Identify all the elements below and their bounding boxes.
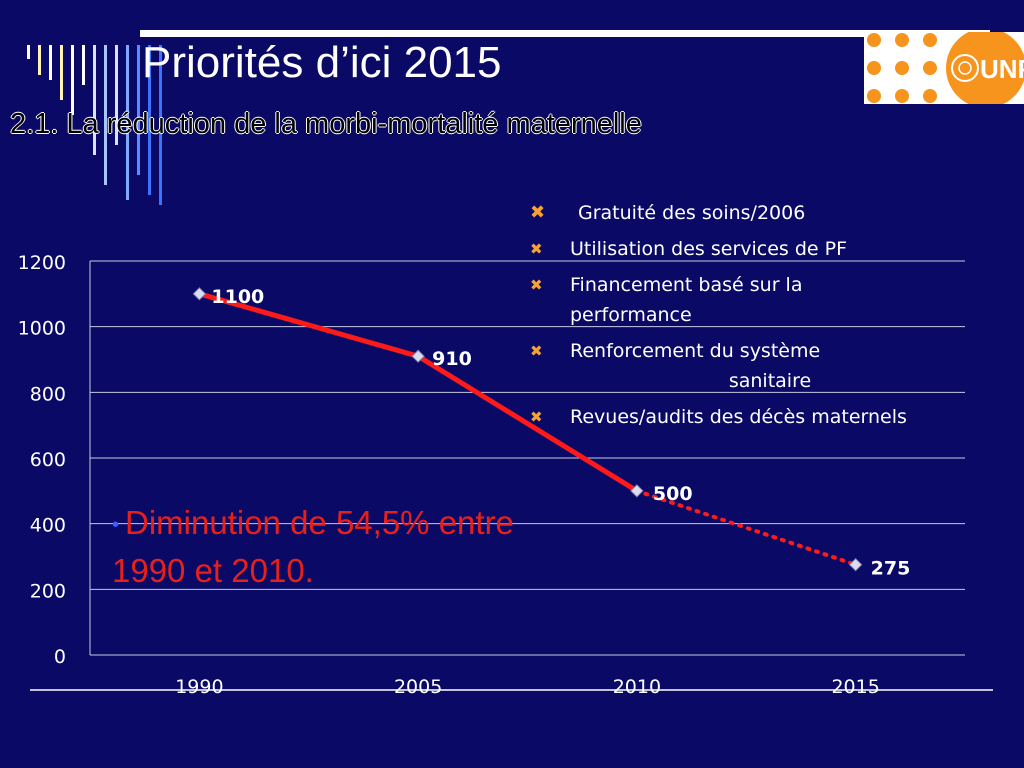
bullet-item: ✖ Utilisation des services de PF — [530, 234, 970, 264]
data-label: 500 — [653, 483, 693, 505]
highlight-note-text: Diminution de 54,5% entre 1990 et 2010. — [112, 504, 514, 590]
data-point-marker — [848, 558, 863, 572]
bullet-item: ✖ Renforcement du système sanitaire — [530, 336, 970, 396]
y-tick-label: 200 — [30, 580, 66, 602]
bullet-cross-icon: ✖ — [530, 202, 546, 223]
decorative-lines — [27, 45, 162, 205]
slide-subtitle: 2.1. La réduction de la morbi-mortalité … — [10, 108, 642, 140]
x-tick-label: 1990 — [175, 676, 223, 698]
bullet-text-continued: performance — [570, 304, 692, 326]
y-tick-label: 1000 — [18, 318, 66, 340]
y-tick-label: 1200 — [18, 252, 66, 274]
data-point-marker — [411, 349, 425, 363]
bullet-cross-icon: ✖ — [530, 408, 543, 426]
bullet-cross-icon: ✖ — [530, 240, 543, 258]
title-rule — [140, 30, 990, 37]
bullet-dot-icon: • — [112, 514, 120, 537]
bullet-cross-icon: ✖ — [530, 276, 543, 294]
data-point-marker — [630, 484, 644, 498]
highlight-note: • Diminution de 54,5% entre 1990 et 2010. — [112, 500, 532, 594]
y-tick-label: 0 — [54, 646, 66, 668]
y-tick-label: 400 — [30, 515, 66, 537]
bullet-text: Gratuité des soins/2006 — [578, 202, 806, 224]
unfpa-logo: UNFPA — [864, 32, 1024, 104]
bullet-item: ✖ Gratuité des soins/2006 — [530, 198, 970, 228]
data-label: 275 — [871, 558, 911, 580]
bullet-item: ✖ Financement basé sur la performance — [530, 270, 970, 330]
x-tick-label: 2005 — [394, 676, 442, 698]
slide-title: Priorités d’ici 2015 — [142, 38, 502, 87]
logo-text: UNFPA — [980, 54, 1024, 84]
bullet-text: Utilisation des services de PF — [570, 238, 848, 260]
data-label: 910 — [432, 348, 472, 370]
x-tick-label: 2010 — [613, 676, 661, 698]
bullet-cross-icon: ✖ — [530, 342, 543, 360]
bullet-text: Renforcement du système — [570, 340, 821, 362]
x-tick-label: 2015 — [831, 676, 879, 698]
data-label: 1100 — [211, 286, 264, 308]
bullet-item: ✖ Revues/audits des décès maternels — [530, 402, 970, 432]
y-tick-label: 800 — [30, 383, 66, 405]
bullet-text: Revues/audits des décès maternels — [570, 406, 907, 428]
series-line-projection — [634, 488, 858, 567]
un-emblem-icon — [951, 54, 979, 82]
bullet-text: Financement basé sur la — [570, 274, 803, 296]
bullet-text-continued: sanitaire — [728, 370, 812, 392]
y-tick-label: 600 — [30, 449, 66, 471]
data-point-marker — [192, 287, 207, 301]
bullet-list: ✖ Gratuité des soins/2006 ✖ Utilisation des… — [530, 198, 970, 438]
logo-dots — [867, 33, 937, 103]
